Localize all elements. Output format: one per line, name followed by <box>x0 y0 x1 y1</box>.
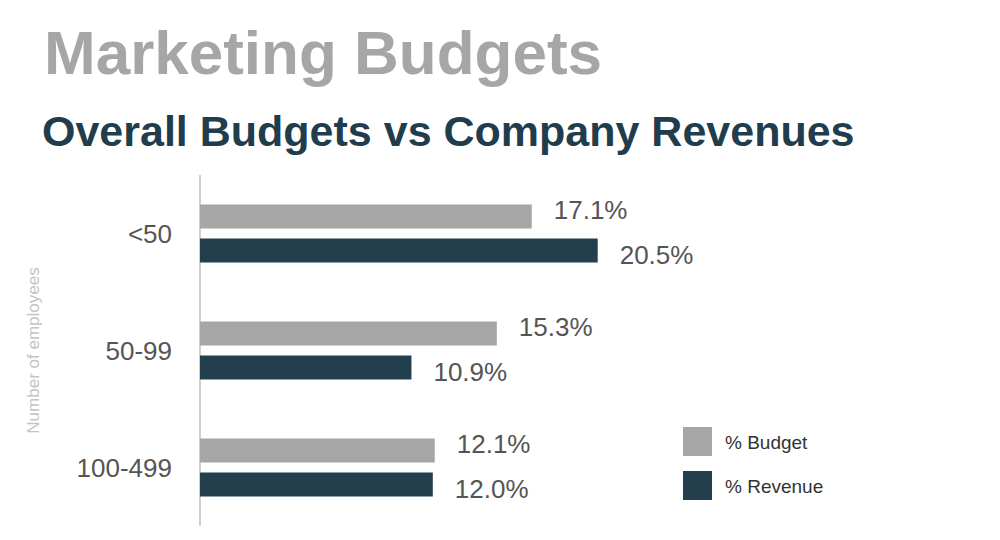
bar <box>200 439 435 463</box>
legend-label: % Revenue <box>725 476 823 497</box>
legend-swatch <box>683 471 712 500</box>
labels: <50 17.1% 20.5% 50-99 15.3% 10.9% 100-499 12.1%… <box>77 195 694 504</box>
subtitle: Overall Budgets vs Company Revenues <box>42 107 855 155</box>
bar <box>200 356 411 380</box>
bar <box>200 205 532 229</box>
legend-swatch <box>683 427 712 456</box>
data-label: 15.3% <box>519 312 593 342</box>
category-label: 100-499 <box>77 453 172 483</box>
bar <box>200 473 433 497</box>
chart: Marketing Budgets Overall Budgets vs Comp… <box>0 0 1000 540</box>
data-label: 20.5% <box>620 240 694 270</box>
category-label: 50-99 <box>106 336 173 366</box>
title: Marketing Budgets <box>44 18 602 87</box>
legend: % Budget % Revenue <box>683 427 823 500</box>
y-axis-label: Number of employees <box>24 267 43 433</box>
data-label: 12.1% <box>457 429 531 459</box>
data-label: 17.1% <box>554 195 628 225</box>
legend-label: % Budget <box>725 432 808 453</box>
bars <box>200 205 598 497</box>
category-label: <50 <box>128 219 172 249</box>
data-label: 10.9% <box>433 357 507 387</box>
data-label: 12.0% <box>455 474 529 504</box>
bar <box>200 322 497 346</box>
bar <box>200 239 598 263</box>
chart-root: Marketing Budgets Overall Budgets vs Comp… <box>0 0 1000 540</box>
